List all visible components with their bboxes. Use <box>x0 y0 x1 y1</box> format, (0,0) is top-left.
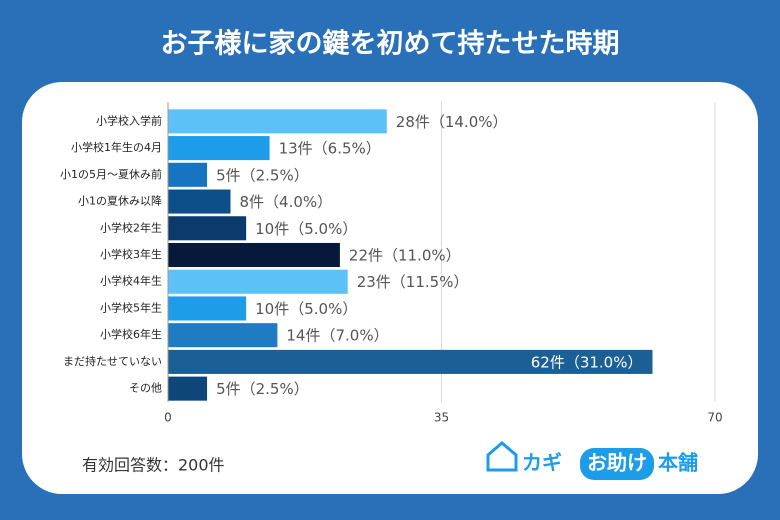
logo-house <box>486 441 518 472</box>
brand-text: カギ <box>522 451 562 475</box>
value-label: 23件（11.5%） <box>357 273 469 291</box>
bar <box>168 189 231 214</box>
bar <box>168 323 278 348</box>
brand-text: 本舗 <box>658 451 698 475</box>
y-tick-label: 小学校6年生 <box>100 327 162 341</box>
bar <box>168 136 270 161</box>
y-tick-label: 小学校1年生の4月 <box>71 140 162 154</box>
x-tick-label: 0 <box>164 411 172 425</box>
value-label: 14件（7.0%） <box>286 327 388 345</box>
value-label: 8件（4.0%） <box>240 193 333 211</box>
y-tick-label: その他 <box>129 382 162 395</box>
y-tick-label: 小学校5年生 <box>100 300 162 314</box>
brand-badge <box>580 448 654 480</box>
chart-title: お子様に家の鍵を初めて持たせた時期 <box>161 28 620 60</box>
y-tick-label: 小1の夏休み以降 <box>78 194 162 208</box>
value-label: 28件（14.0%） <box>396 113 508 131</box>
y-tick-label: 小学校3年生 <box>100 247 162 261</box>
bar <box>168 376 208 401</box>
bar <box>168 109 387 134</box>
y-tick-label: 小1の5月〜夏休み前 <box>60 167 162 181</box>
y-tick-label: 小学校4年生 <box>100 274 162 288</box>
value-label: 13件（6.5%） <box>279 140 381 158</box>
value-label: 5件（2.5%） <box>216 166 309 184</box>
brand-text: お助け <box>587 451 647 475</box>
bar <box>168 269 348 294</box>
bar <box>168 296 247 321</box>
x-tick-label: 70 <box>707 411 722 425</box>
y-tick-label: 小学校入学前 <box>96 113 162 127</box>
value-label: 10件（5.0%） <box>255 300 357 318</box>
bar <box>168 349 653 374</box>
bar <box>168 216 247 241</box>
y-tick-label: まだ持たせていない <box>63 354 162 368</box>
value-label: 10件（5.0%） <box>255 220 357 238</box>
x-tick-label: 35 <box>434 411 449 425</box>
bar <box>168 162 208 187</box>
value-label: 62件（31.0%） <box>531 353 643 371</box>
footnote: 有効回答数：200件 <box>82 456 225 475</box>
value-label: 22件（11.0%） <box>349 247 461 265</box>
y-tick-label: 小学校2年生 <box>100 220 162 234</box>
bar <box>168 242 340 268</box>
brand-logo: カギ お助け 本舗 <box>486 441 698 480</box>
value-label: 5件（2.5%） <box>216 380 309 398</box>
